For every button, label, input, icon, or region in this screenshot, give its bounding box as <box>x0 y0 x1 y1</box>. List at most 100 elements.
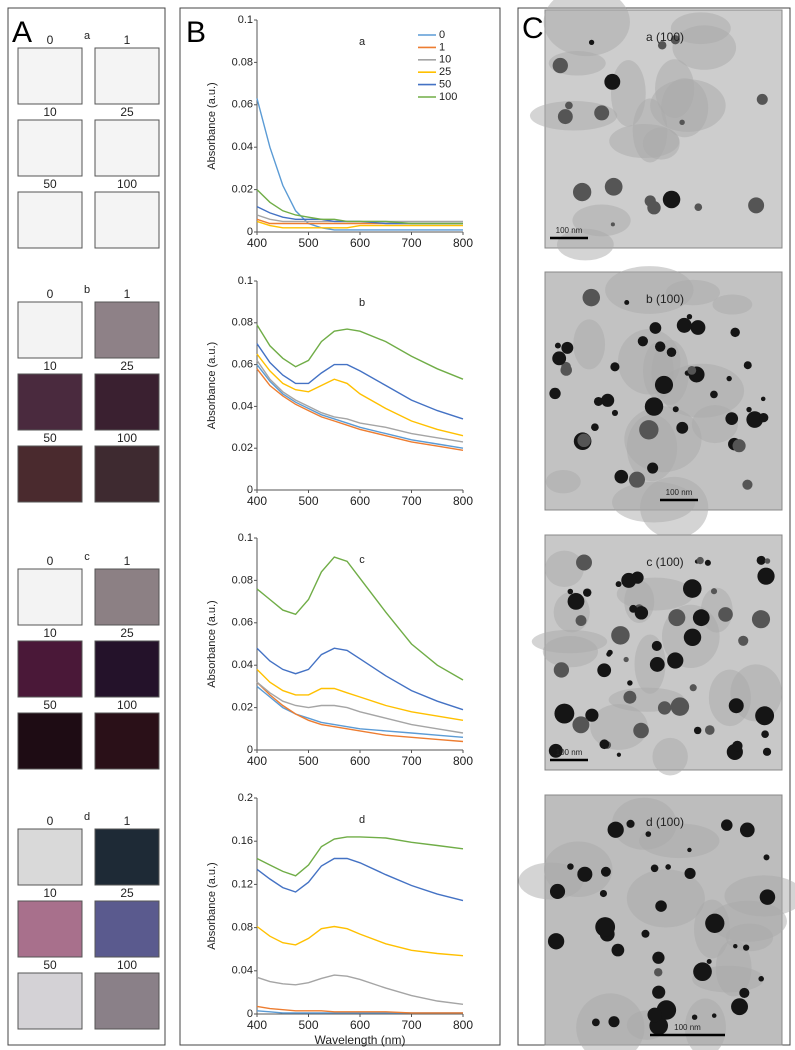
sample-swatch <box>94 301 160 359</box>
particle <box>553 662 570 678</box>
particle <box>565 101 573 110</box>
scale-bar-label: 100 nm <box>674 1023 701 1032</box>
particle <box>692 609 710 627</box>
y-tick-label: 0 <box>247 226 253 238</box>
sample-swatch <box>94 47 160 105</box>
y-tick-label: 0.08 <box>232 317 253 329</box>
y-tick-label: 0 <box>247 744 253 756</box>
x-tick-label: 700 <box>401 236 421 250</box>
particle <box>758 976 764 982</box>
particle <box>611 626 630 645</box>
support-film <box>573 319 606 370</box>
sample-swatch <box>94 712 160 770</box>
sample-label: 50 <box>43 698 57 712</box>
y-tick-label: 0.02 <box>232 184 253 196</box>
particle <box>577 866 593 882</box>
support-film <box>605 266 694 314</box>
support-film <box>557 228 614 261</box>
particle <box>733 943 738 949</box>
particle <box>644 397 664 416</box>
y-tick-label: 0.12 <box>232 878 253 890</box>
particle <box>549 387 561 400</box>
particle <box>567 592 585 610</box>
y-tick-label: 0.06 <box>232 99 253 111</box>
sample-label: 10 <box>43 886 57 900</box>
sample-label: 100 <box>117 698 137 712</box>
particle <box>616 752 622 757</box>
sample-label: 100 <box>117 431 137 445</box>
particle <box>610 362 620 372</box>
particle <box>764 558 771 564</box>
particle <box>575 615 587 627</box>
particle <box>704 725 715 735</box>
particle <box>641 929 650 938</box>
sample-label: 10 <box>43 359 57 373</box>
particle <box>576 554 592 571</box>
sample-swatch <box>94 373 160 431</box>
scale-bar-label: 100 nm <box>556 226 583 235</box>
sample-swatch <box>17 900 83 958</box>
particle <box>687 847 692 853</box>
particle <box>759 412 769 423</box>
legend-label: 10 <box>439 54 451 66</box>
particle <box>666 347 677 358</box>
particle <box>693 726 702 735</box>
image-label: a (100) <box>646 30 684 44</box>
image-label: d (100) <box>646 815 684 829</box>
sample-swatch <box>94 972 160 1030</box>
x-tick-label: 800 <box>453 1018 473 1032</box>
series-line <box>256 364 464 449</box>
particle <box>763 854 770 861</box>
particle <box>588 39 595 46</box>
support-film <box>543 841 613 897</box>
particle <box>647 201 661 215</box>
y-tick-label: 0.02 <box>232 702 253 714</box>
sample-swatch <box>17 640 83 698</box>
y-tick-label: 0.1 <box>238 532 253 544</box>
particle <box>548 743 563 758</box>
particle <box>591 1018 600 1027</box>
particle <box>654 968 663 977</box>
support-film <box>708 669 751 727</box>
sample-swatch <box>17 191 83 249</box>
sample-swatch <box>17 119 83 177</box>
sample-label: 100 <box>117 177 137 191</box>
support-film <box>724 875 795 917</box>
sample-swatch <box>94 445 160 503</box>
y-tick-label: 0.02 <box>232 442 253 454</box>
series-line <box>256 836 464 877</box>
x-tick-label: 400 <box>247 1018 267 1032</box>
sample-label: 10 <box>43 105 57 119</box>
particle <box>601 393 615 407</box>
particle <box>624 299 630 305</box>
support-film <box>684 998 726 1050</box>
sample-swatch <box>17 568 83 626</box>
sample-label: 25 <box>120 359 134 373</box>
group-label: a <box>84 30 91 42</box>
particle <box>696 556 704 565</box>
x-tick-label: 500 <box>298 236 318 250</box>
particle <box>611 409 619 416</box>
particle <box>593 396 603 407</box>
sample-label: 1 <box>124 554 131 568</box>
particle <box>572 716 590 734</box>
particle <box>691 1014 698 1020</box>
particle <box>731 998 748 1016</box>
particle <box>756 93 768 105</box>
sample-swatch <box>94 828 160 886</box>
y-tick-label: 0.1 <box>238 14 253 26</box>
particle <box>604 73 621 90</box>
particle <box>684 867 696 880</box>
particle <box>757 567 775 585</box>
series-line <box>256 353 464 437</box>
group-label: d <box>84 811 90 823</box>
x-tick-label: 500 <box>298 494 318 508</box>
y-tick-label: 0.08 <box>232 56 253 68</box>
particle <box>728 698 744 714</box>
particle <box>687 365 697 375</box>
particle <box>676 317 692 333</box>
particle <box>611 943 625 957</box>
particle <box>670 697 690 716</box>
particle <box>649 657 665 672</box>
